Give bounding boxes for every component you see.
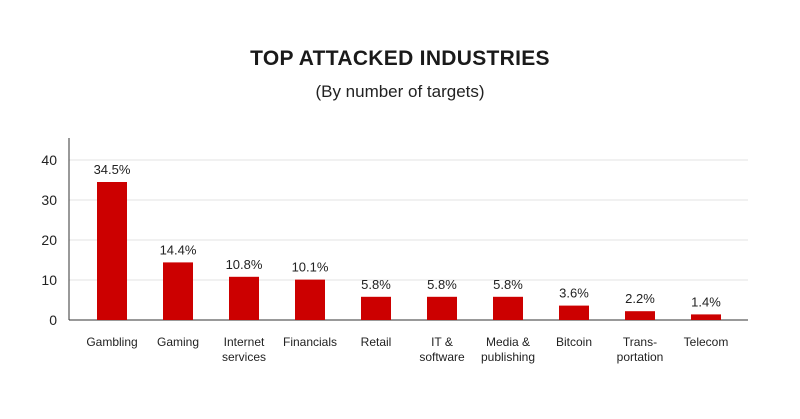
x-tick-label: Retail [361,335,392,349]
data-label: 5.8% [361,277,391,292]
bar [229,276,259,320]
data-label: 5.8% [493,277,523,292]
data-label: 5.8% [427,277,457,292]
y-tick-label: 30 [41,192,57,208]
bar [361,296,391,320]
bar [97,182,127,320]
x-tick-label: Financials [283,335,337,349]
data-label: 10.1% [292,260,329,275]
x-tick-label: Trans- [623,335,657,349]
x-tick-label: Internet [224,335,265,349]
data-label: 14.4% [160,242,197,257]
x-tick-label: IT & [431,335,453,349]
y-tick-label: 20 [41,232,57,248]
x-tick-label: publishing [481,350,535,364]
x-tick-label: Telecom [684,335,729,349]
y-tick-label: 0 [49,312,57,328]
bar [559,305,589,320]
bar [163,262,193,320]
bar [295,279,325,320]
data-label: 3.6% [559,286,589,301]
chart-subtitle: (By number of targets) [315,82,485,101]
data-label: 1.4% [691,294,721,309]
data-label: 2.2% [625,291,655,306]
chart-title: TOP ATTACKED INDUSTRIES [250,47,550,70]
x-tick-label: Media & [486,335,530,349]
x-tick-label: services [222,350,266,364]
bar [625,311,655,320]
x-tick-label: portation [617,350,664,364]
x-tick-label: software [419,350,465,364]
bar [493,296,523,320]
x-tick-label: Gambling [86,335,137,349]
data-label: 10.8% [226,257,263,272]
x-tick-label: Bitcoin [556,335,592,349]
bar [691,314,721,320]
data-label: 34.5% [94,162,131,177]
y-tick-label: 10 [41,272,57,288]
bar [427,296,457,320]
x-tick-label: Gaming [157,335,199,349]
y-tick-label: 40 [41,152,57,168]
